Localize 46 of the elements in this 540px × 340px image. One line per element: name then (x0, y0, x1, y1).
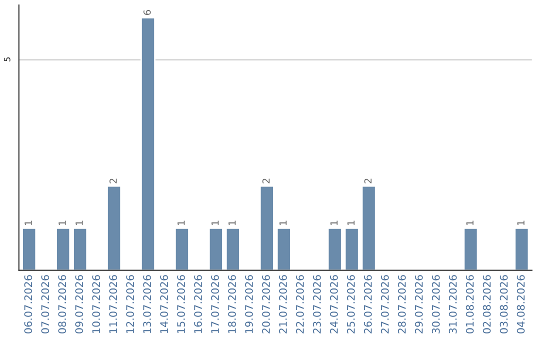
x-tick-label: 10.07.2026 (92, 275, 100, 333)
x-tick-label: 31.07.2026 (448, 275, 457, 334)
y-tick-label: 5 (4, 57, 10, 62)
x-tick-label: 01.08.2026 (466, 275, 474, 334)
data-label: 2 (262, 178, 270, 184)
x-tick-label: 20.07.2026 (262, 275, 270, 334)
data-label: 1 (76, 220, 83, 226)
data-label: 1 (24, 220, 32, 226)
data-label: 1 (330, 220, 338, 226)
x-tick-label: 02.08.2026 (482, 275, 491, 334)
x-tick-label: 07.07.2026 (41, 275, 50, 334)
x-tick-label: 28.07.2026 (398, 275, 406, 334)
data-label: 1 (517, 220, 524, 226)
x-tick-label: 24.07.2026 (330, 275, 338, 334)
x-tick-label: 27.07.2026 (380, 275, 389, 334)
x-tick-label: 12.07.2026 (126, 275, 134, 333)
data-label: 1 (466, 220, 474, 226)
x-tick-label: 18.07.2026 (228, 275, 236, 333)
x-tick-label: 29.07.2026 (414, 275, 423, 334)
data-label: 1 (228, 220, 236, 226)
x-tick-label: 03.08.2026 (500, 275, 508, 334)
x-tick-label: 21.07.2026 (279, 275, 287, 334)
data-label: 6 (143, 10, 151, 15)
x-tick-label: 16.07.2026 (194, 275, 202, 333)
x-tick-label: 17.07.2026 (211, 275, 219, 333)
x-tick-label: 25.07.2026 (346, 275, 355, 334)
x-tick-label: 11.07.2026 (109, 275, 118, 333)
x-tick-label: 08.07.2026 (58, 275, 66, 334)
x-tick-label: 14.07.2026 (160, 275, 168, 333)
data-label: 1 (58, 220, 66, 226)
x-tick-label: 19.07.2026 (245, 275, 253, 333)
x-tick-label: 09.07.2026 (75, 275, 84, 334)
data-label: 1 (212, 220, 219, 226)
x-tick-label: 23.07.2026 (313, 275, 321, 334)
x-tick-label: 26.07.2026 (364, 275, 372, 334)
x-tick-label: 22.07.2026 (296, 275, 304, 334)
x-tick-label: 15.07.2026 (177, 275, 185, 333)
x-tick-label: 13.07.2026 (143, 275, 152, 333)
x-tick-label: 30.07.2026 (432, 275, 440, 334)
x-tick-label: 04.08.2026 (516, 275, 525, 334)
data-label: 1 (347, 220, 355, 226)
data-label: 2 (109, 178, 117, 184)
data-label: 1 (279, 220, 287, 226)
data-label: 1 (178, 220, 185, 226)
data-label: 2 (364, 178, 372, 184)
x-tick-label: 06.07.2026 (24, 275, 32, 334)
